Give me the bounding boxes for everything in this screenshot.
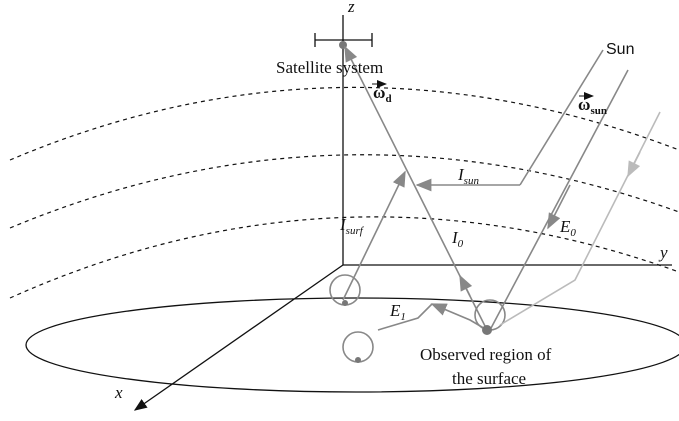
light-ray [500,112,660,325]
symbol: I0 [451,228,464,250]
axes [135,15,672,410]
symbol: E0 [559,217,576,239]
surface-ellipse [26,298,679,392]
sun-label: Sun [606,41,634,58]
symbol-main: ω [578,95,590,114]
symbol-subscript: 0 [570,227,576,239]
symbol-subscript: sun [464,175,480,187]
symbol-subscript: 1 [400,311,406,323]
symbol-subscript: surf [346,225,365,237]
symbol: E1 [389,301,406,323]
symbol: Isun [457,165,479,187]
symbol-subscript: d [385,93,391,105]
diagram: z y x Satellite system Sun ωd ωsun Isun … [0,0,679,421]
axis-label: y [658,243,668,262]
symbol: Isurf [339,215,365,237]
symbol: ωd [373,83,392,105]
dashed-arcs [10,87,679,298]
symbol-subscript: sun [590,105,607,117]
observed-label: the surface [452,369,526,388]
symbol: ωsun [578,95,607,117]
symbol-main: E [559,217,571,236]
satellite-label: Satellite system [276,58,383,77]
symbol-main: E [389,301,401,320]
symbol-main: ω [373,83,385,102]
light-ray-arrow [628,152,640,176]
observed-label: Observed region of [420,345,552,364]
axis-label: z [347,0,355,16]
symbol-subscript: 0 [458,238,464,250]
axis-label: x [114,383,123,402]
